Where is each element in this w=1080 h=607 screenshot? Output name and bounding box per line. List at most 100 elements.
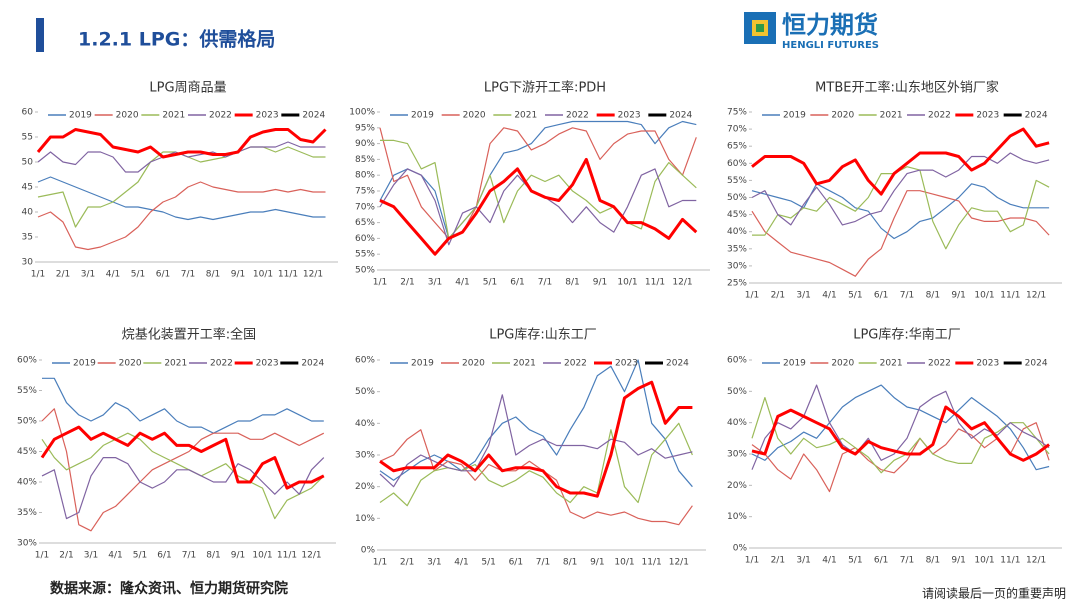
legend-label: 2021	[162, 111, 185, 121]
x-tick-label: 6/1	[874, 291, 888, 301]
x-tick-label: 10/1	[617, 278, 637, 288]
legend-label: 2019	[69, 111, 92, 121]
chart-title: LPG周商品量	[149, 81, 226, 96]
series-line	[379, 380, 693, 498]
chart-title: LPG库存:华南工厂	[853, 327, 961, 343]
x-tick-label: 11/1	[1000, 291, 1020, 301]
legend-label: 2020	[463, 111, 486, 121]
x-tick-label: 6/1	[510, 278, 524, 288]
series-line	[37, 176, 326, 221]
x-tick-label: 12/1	[672, 278, 692, 288]
x-tick-label: 1/1	[373, 278, 387, 288]
x-tick-label: 3/1	[81, 270, 95, 280]
legend-label: 2020	[831, 359, 854, 369]
x-tick-label: 5/1	[483, 278, 497, 288]
y-tick-label: 10%	[727, 512, 747, 522]
y-tick-label: 50%	[17, 417, 37, 427]
legend-label: 2022	[566, 111, 589, 121]
y-tick-label: 60	[22, 108, 34, 118]
chart: 烷基化装置开工率:全国 30% 35% 40% 45% 50% 55% 60% 1/1 2/1 3/…	[17, 327, 336, 561]
x-tick-label: 5/1	[848, 291, 862, 301]
y-tick-label: 40%	[727, 418, 747, 428]
x-tick-label: 2/1	[771, 556, 785, 566]
series-line	[379, 429, 693, 526]
x-tick-label: 7/1	[182, 551, 196, 561]
series-line	[751, 127, 1050, 196]
title-bar	[36, 18, 44, 52]
x-tick-label: 6/1	[156, 270, 170, 280]
x-tick-label: 4/1	[822, 291, 836, 301]
y-tick-label: 60%	[355, 356, 375, 366]
y-tick-label: 20%	[355, 482, 375, 492]
x-tick-label: 6/1	[509, 558, 523, 568]
legend-label: 2023	[256, 359, 279, 369]
x-tick-label: 12/1	[301, 551, 321, 561]
series-line	[379, 422, 693, 507]
y-tick-label: 60%	[17, 356, 37, 366]
x-tick-label: 1/1	[745, 291, 759, 301]
x-tick-label: 4/1	[454, 558, 468, 568]
legend-label: 2023	[976, 359, 999, 369]
series-line	[751, 405, 1050, 462]
series-line	[751, 183, 1050, 240]
y-tick-label: 45	[22, 183, 33, 193]
legend-label: 2024	[666, 359, 689, 369]
logo-cn: 恒力期货	[782, 11, 878, 39]
y-tick-label: 60%	[727, 356, 747, 366]
series-line	[380, 139, 697, 239]
x-tick-label: 5/1	[848, 556, 862, 566]
legend-label: 2021	[164, 359, 187, 369]
y-tick-label: 60%	[727, 159, 747, 169]
series-line	[379, 120, 697, 239]
y-tick-label: 0%	[733, 544, 748, 554]
x-tick-label: 1/1	[31, 270, 45, 280]
x-tick-label: 2/1	[400, 558, 414, 568]
legend-label: 2019	[411, 359, 434, 369]
y-tick-label: 70%	[727, 125, 747, 135]
slide-title: 1.2.1 LPG：供需格局	[78, 28, 275, 51]
legend-label: 2021	[880, 359, 903, 369]
x-tick-label: 10/1	[253, 270, 273, 280]
y-tick-label: 50%	[727, 387, 747, 397]
x-tick-label: 1/1	[35, 551, 49, 561]
source: 数据来源：隆众资讯、恒力期货研究院	[50, 580, 288, 597]
legend-label: 2019	[783, 359, 806, 369]
y-tick-label: 55%	[727, 176, 747, 186]
x-tick-label: 7/1	[536, 558, 550, 568]
x-tick-label: 4/1	[106, 270, 120, 280]
x-tick-label: 7/1	[900, 556, 914, 566]
series-line	[41, 432, 325, 520]
y-tick-label: 50	[22, 158, 34, 168]
legend-label: 2021	[880, 111, 903, 121]
series-line	[752, 166, 1050, 250]
y-tick-label: 30%	[727, 450, 747, 460]
x-tick-label: 12/1	[669, 558, 689, 568]
series-line	[379, 359, 693, 488]
x-tick-label: 9/1	[951, 291, 965, 301]
x-tick-label: 11/1	[278, 270, 298, 280]
y-tick-label: 30%	[727, 261, 747, 271]
y-tick-label: 10%	[355, 514, 375, 524]
x-tick-label: 10/1	[252, 551, 272, 561]
x-tick-label: 3/1	[796, 556, 810, 566]
y-tick-label: 50%	[727, 193, 747, 203]
y-tick-label: 70%	[355, 202, 375, 212]
x-tick-label: 10/1	[614, 558, 634, 568]
y-tick-label: 25%	[727, 279, 747, 289]
x-tick-label: 11/1	[277, 551, 297, 561]
legend-label: 2020	[119, 359, 142, 369]
legend-label: 2019	[73, 359, 96, 369]
x-tick-label: 7/1	[181, 270, 195, 280]
legend-label: 2023	[976, 111, 999, 121]
y-tick-label: 0%	[361, 546, 376, 556]
x-tick-label: 2/1	[400, 278, 414, 288]
chart-title: 烷基化装置开工率:全国	[122, 327, 256, 343]
x-tick-label: 5/1	[481, 558, 495, 568]
y-tick-label: 50%	[355, 387, 375, 397]
x-tick-label: 8/1	[926, 556, 940, 566]
y-tick-label: 55	[22, 133, 33, 143]
chart: MTBE开工率:山东地区外销厂家 25% 30% 35% 40% 45% 50% 55% 60%…	[727, 80, 1062, 301]
y-tick-label: 30%	[355, 451, 375, 461]
y-tick-label: 95%	[355, 123, 375, 133]
chart-title: LPG库存:山东工厂	[489, 327, 597, 343]
